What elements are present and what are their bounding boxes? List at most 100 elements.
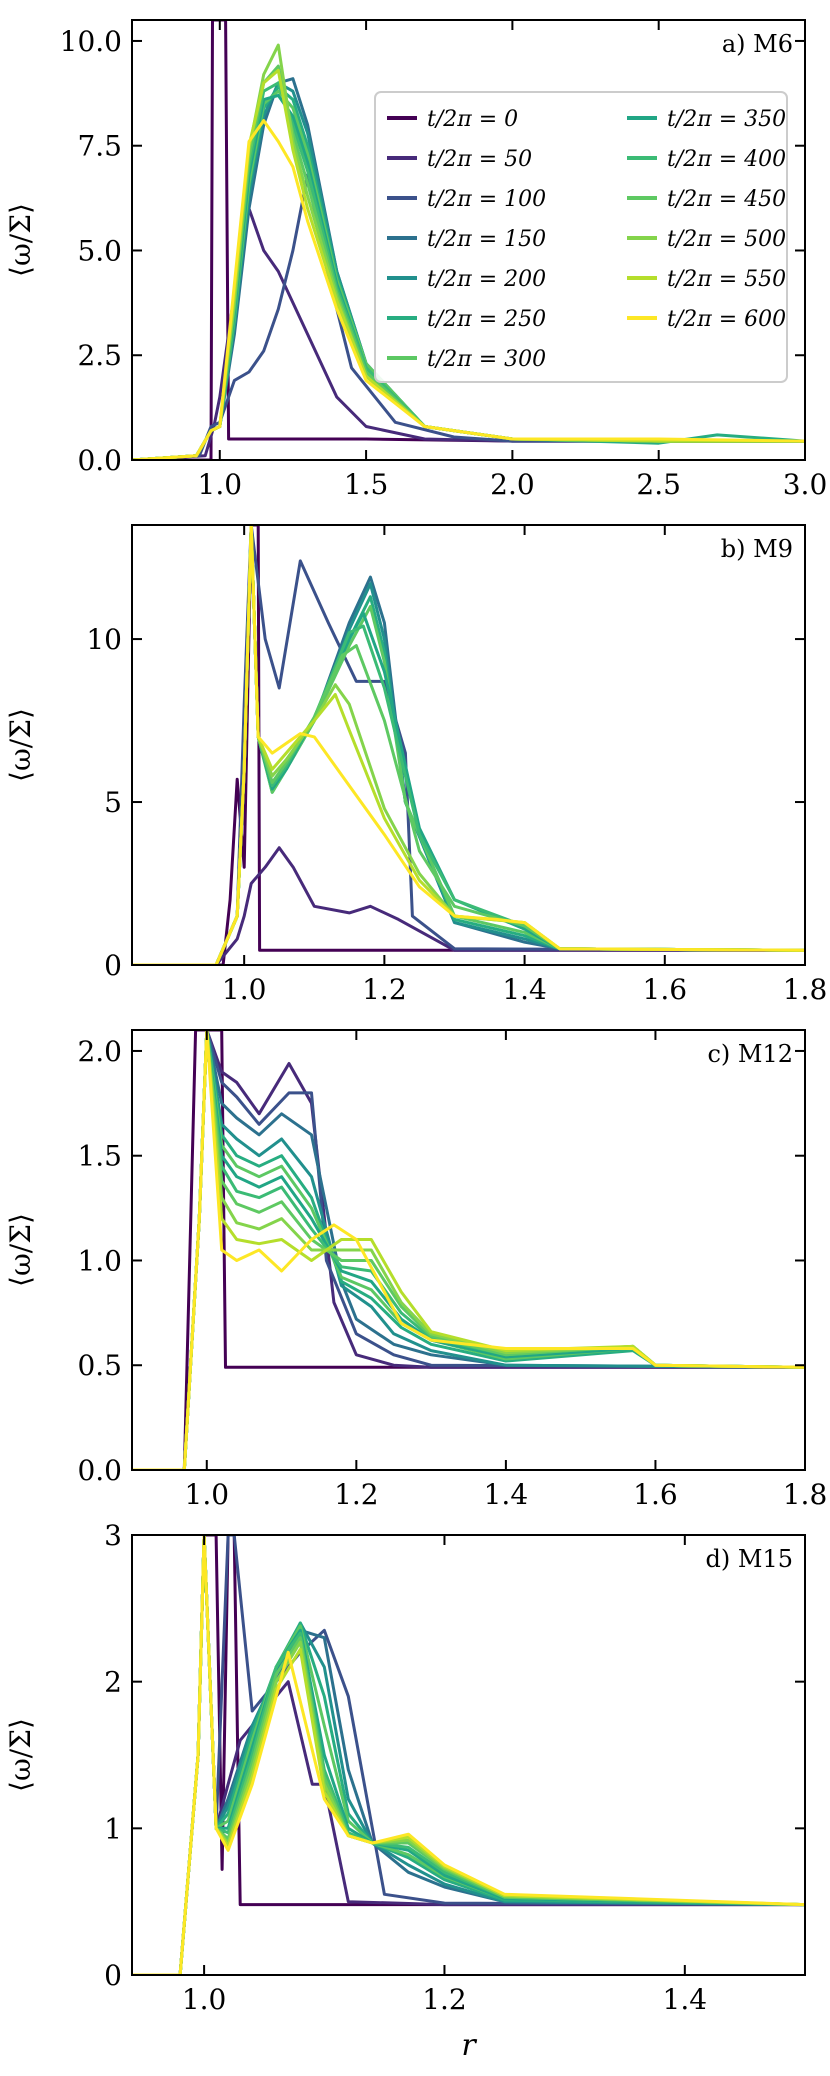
series-line-t100 [132,1030,805,1470]
panel-3: 1.0 1.2 1.4 0 1 2 3 ⟨ω/Σ⟩ d) M15 r [4,1519,806,2063]
legend-label: t/2π = 50 [427,147,532,172]
y-axis-label: ⟨ω/Σ⟩ [4,203,37,277]
x-tick-label: 1.2 [334,1478,379,1511]
series-group [132,525,805,965]
x-tick-label: 1.2 [422,1983,467,2016]
y-axis-label: ⟨ω/Σ⟩ [4,1213,37,1287]
axes-frame [131,1534,806,1976]
series-line-t250 [132,1535,805,1975]
panel-1: 1.0 1.2 1.4 1.6 1.8 0 5 10 ⟨ω/Σ⟩ b) M9 [4,524,828,1006]
series-line-t450 [132,1535,805,1975]
x-tick-label: 1.4 [502,973,547,1006]
series-line-t0 [132,1535,805,1975]
series-line-t250 [132,525,805,965]
legend-label: t/2π = 250 [427,307,546,332]
series-group [132,20,805,460]
y-tick-label: 2.5 [77,339,122,372]
series-line-t450 [132,1030,805,1470]
series-line-t500 [132,1030,805,1470]
series-line-t550 [132,525,805,965]
series-line-t100 [132,173,805,460]
series-line-t500 [132,1535,805,1975]
series-line-t600 [132,1030,805,1470]
y-tick-label: 5.0 [77,234,122,267]
y-tick-label: 10 [86,623,122,656]
series-line-t350 [132,1030,805,1470]
panel-title: a) M6 [722,30,793,58]
y-tick-label: 7.5 [77,130,122,163]
x-tick-label: 3.0 [783,468,828,501]
series-line-t100 [132,1535,805,1975]
series-line-t50 [132,1535,805,1975]
x-tick-label: 1.0 [182,1983,227,2016]
axes-frame [131,19,806,461]
series-line-t300 [132,1030,805,1470]
legend-box [374,91,788,383]
legend-label: t/2π = 200 [427,267,546,292]
series-line-t150 [132,1030,805,1470]
series-line-t450 [132,525,805,965]
x-tick-label: 1.8 [783,1478,828,1511]
legend-label: t/2π = 450 [667,187,786,212]
legend-label: t/2π = 500 [667,227,786,252]
series-line-t200 [132,1030,805,1470]
x-tick-label: 1.5 [344,468,389,501]
y-tick-label: 5 [104,786,122,819]
y-tick-label: 3 [104,1519,122,1552]
axes-frame [131,524,806,966]
series-line-t250 [132,1030,805,1470]
legend: t/2π = 0 t/2π = 50 t/2π = 100 t/2π = 150 t/2… [374,91,788,383]
x-tick-label: 1.4 [663,1983,708,2016]
legend-label: t/2π = 100 [427,187,546,212]
series-group [132,1535,805,1975]
panel-title: c) M12 [707,1040,793,1068]
legend-label: t/2π = 300 [427,347,546,372]
series-line-t200 [132,1535,805,1975]
panel-title: b) M9 [721,535,793,563]
series-line-t600 [132,525,805,965]
series-group [132,1030,805,1470]
series-line-t50 [132,202,805,460]
x-axis-label: r [461,2028,477,2063]
y-tick-label: 0 [104,949,122,982]
series-line-t600 [132,1535,805,1975]
y-axis-label: ⟨ω/Σ⟩ [4,1718,37,1792]
x-tick-label: 1.0 [185,1478,230,1511]
x-tick-label: 1.6 [643,973,688,1006]
x-tick-label: 1.0 [222,973,267,1006]
series-line-t50 [132,1030,805,1470]
series-line-t0 [132,1030,805,1470]
series-line-t550 [132,1535,805,1975]
series-line-t500 [132,525,805,965]
series-line-t300 [132,525,805,965]
series-line-t100 [132,525,805,965]
series-line-t350 [132,525,805,965]
series-line-t0 [132,525,805,965]
y-tick-label: 1.0 [77,1244,122,1277]
panel-2: 1.0 1.2 1.4 1.6 1.8 0.0 0.5 1.0 1.5 2.0 ⟨ω/Σ⟩ c) M1… [4,1029,828,1511]
legend-label: t/2π = 400 [667,147,786,172]
series-line-t400 [132,1535,805,1975]
y-axis-label: ⟨ω/Σ⟩ [4,708,37,782]
x-tick-label: 1.2 [362,973,407,1006]
series-line-t200 [132,525,805,965]
series-line-t400 [132,1030,805,1470]
series-line-t150 [132,1535,805,1975]
y-tick-label: 2 [104,1666,122,1699]
series-line-t350 [132,1535,805,1975]
y-tick-label: 0.5 [77,1349,122,1382]
legend-label: t/2π = 350 [667,107,786,132]
legend-label: t/2π = 550 [667,267,786,292]
y-tick-label: 1 [104,1812,122,1845]
series-line-t50 [132,846,805,965]
y-tick-label: 0 [104,1959,122,1992]
panel-title: d) M15 [706,1545,793,1573]
series-line-t600 [132,119,805,460]
series-line-t300 [132,1535,805,1975]
x-tick-label: 2.5 [636,468,681,501]
x-tick-label: 2.0 [490,468,535,501]
x-tick-label: 1.8 [783,973,828,1006]
y-tick-label: 0.0 [77,1454,122,1487]
x-tick-label: 1.0 [198,468,243,501]
